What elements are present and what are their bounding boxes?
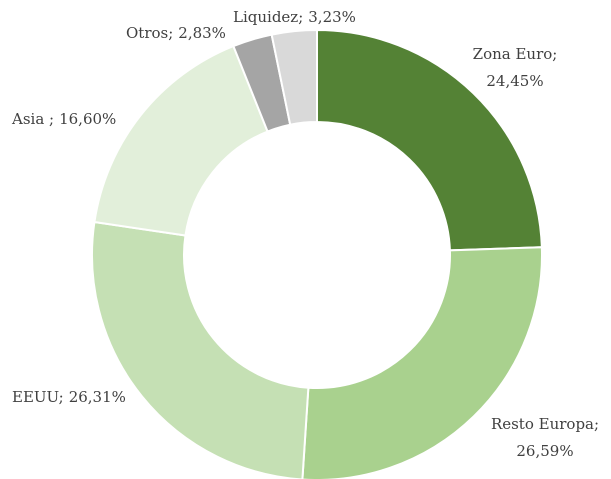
label-category: Asia ; <box>11 110 54 128</box>
label-category: Liquidez; <box>233 8 303 26</box>
donut-segment <box>91 220 310 479</box>
label-category: Zona Euro; <box>473 45 558 63</box>
data-label: Otros; 2,83% <box>126 24 226 42</box>
label-value: 16,60% <box>59 110 116 128</box>
donut-segment <box>316 28 543 252</box>
data-label: Zona Euro; 24,45% <box>473 45 558 90</box>
donut-segment <box>93 44 269 237</box>
label-category: Resto Europa; <box>491 415 599 433</box>
label-value: 3,23% <box>308 8 356 26</box>
label-category: Otros; <box>126 24 173 42</box>
data-label: Resto Europa; 26,59% <box>491 415 599 460</box>
data-label: EEUU; 26,31% <box>12 388 126 406</box>
data-label: Liquidez; 3,23% <box>233 8 356 26</box>
label-value: 24,45% <box>486 72 543 90</box>
label-category: EEUU; <box>12 388 64 406</box>
label-value: 2,83% <box>178 24 226 42</box>
donut-segment <box>301 246 543 479</box>
label-value: 26,59% <box>516 442 573 460</box>
data-label: Asia ; 16,60% <box>11 110 116 128</box>
donut-segment <box>270 28 318 126</box>
label-value: 26,31% <box>69 388 126 406</box>
